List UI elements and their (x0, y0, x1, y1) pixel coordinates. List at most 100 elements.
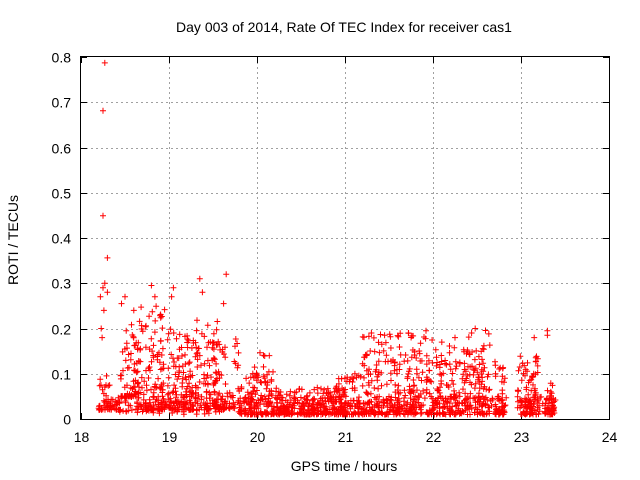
data-point (203, 389, 210, 396)
data-point (423, 352, 430, 359)
data-point-outlier (100, 307, 107, 314)
data-point (215, 338, 222, 345)
data-point (373, 396, 380, 403)
data-point (153, 303, 160, 310)
data-point (203, 395, 210, 402)
data-point (375, 371, 382, 378)
data-point (201, 360, 208, 367)
data-point (456, 400, 463, 407)
data-point (146, 346, 153, 353)
data-point (139, 328, 146, 335)
data-point (122, 399, 129, 406)
data-point (134, 400, 141, 407)
data-point (396, 366, 403, 373)
data-point (375, 385, 382, 392)
data-point (206, 362, 213, 369)
data-point-outlier (104, 254, 111, 261)
data-point (142, 344, 149, 351)
x-tick-label: 21 (338, 429, 354, 445)
data-point (340, 406, 347, 413)
data-point (111, 405, 118, 412)
data-point (432, 397, 439, 404)
data-point (528, 405, 535, 412)
data-point-outlier (101, 59, 108, 66)
data-point (475, 353, 482, 360)
data-point (480, 360, 487, 367)
data-point (137, 358, 144, 365)
x-tick-label: 24 (602, 429, 618, 445)
data-point (210, 330, 217, 337)
data-point (392, 381, 399, 388)
data-point (275, 388, 282, 395)
data-point (449, 377, 455, 384)
data-point (132, 367, 139, 374)
data-point (492, 358, 498, 365)
data-point (382, 358, 389, 365)
data-point (362, 351, 369, 358)
data-point (210, 403, 217, 410)
data-point (386, 409, 393, 416)
data-point (119, 348, 126, 355)
data-point (185, 373, 192, 380)
data-point (420, 387, 427, 394)
data-point (257, 349, 263, 356)
data-point (278, 394, 285, 401)
data-point (434, 386, 441, 392)
data-point (522, 395, 528, 402)
data-point (101, 384, 108, 390)
data-point (324, 385, 331, 392)
data-point (408, 388, 415, 395)
data-point (355, 372, 362, 379)
data-point (479, 356, 485, 363)
data-point (286, 403, 293, 410)
data-point (396, 403, 403, 410)
data-point (183, 385, 190, 392)
data-point (125, 393, 132, 400)
data-point (106, 382, 113, 389)
data-point (471, 367, 478, 374)
data-point (494, 408, 501, 415)
data-point (286, 392, 293, 399)
data-point (376, 409, 383, 416)
data-point (231, 401, 238, 408)
data-point (411, 382, 418, 389)
data-point (196, 406, 203, 413)
data-point (322, 398, 329, 405)
data-point (429, 402, 436, 409)
data-point (246, 380, 253, 387)
data-point (455, 405, 462, 412)
data-point (418, 377, 425, 384)
data-point (132, 383, 138, 390)
data-point-outlier (100, 284, 106, 291)
data-point (531, 407, 538, 414)
data-point (462, 407, 469, 413)
data-point (105, 382, 112, 389)
data-point (391, 402, 398, 409)
data-point (317, 395, 324, 402)
data-point (216, 375, 223, 382)
grid-lines (81, 57, 609, 419)
data-point (182, 333, 188, 340)
data-point (423, 361, 430, 368)
y-tick-label: 0.7 (52, 95, 72, 111)
data-point (441, 404, 448, 410)
data-point (437, 371, 444, 377)
data-point (288, 408, 295, 415)
data-point (149, 308, 156, 315)
data-point (371, 385, 378, 391)
data-point (260, 352, 267, 359)
data-point (222, 398, 229, 405)
data-point (297, 394, 304, 401)
data-point (367, 390, 374, 397)
data-point (203, 403, 210, 410)
data-point (165, 374, 172, 381)
data-points (95, 59, 559, 418)
data-point (530, 411, 536, 418)
data-point (303, 393, 310, 400)
data-point (419, 369, 426, 376)
data-point (170, 363, 177, 370)
data-point (433, 354, 440, 361)
data-point-peak (423, 327, 429, 334)
data-point (460, 371, 467, 378)
data-point (365, 379, 372, 386)
